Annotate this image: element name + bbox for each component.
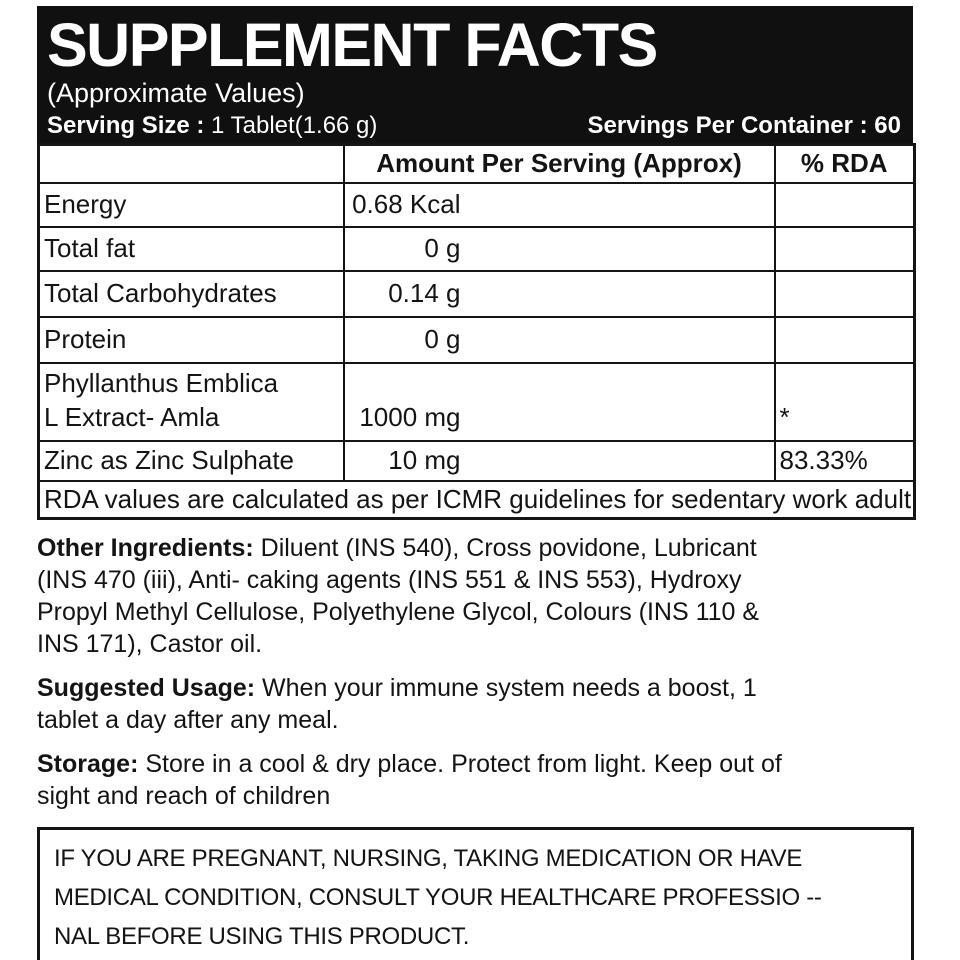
amount-column-header: Amount Per Serving (Approx) <box>342 143 776 184</box>
table-row-amla-extract: Phyllanthus Emblica L Extract- Amla 1000 … <box>37 361 916 442</box>
table-row-total-fat: Total fat 0 g <box>37 225 916 272</box>
amount-value: 0.68 Kcal <box>352 189 461 219</box>
table-row-protein: Protein 0 g <box>37 315 916 364</box>
suggested-usage-text: When your immune system needs a boost, 1… <box>37 674 757 734</box>
suggested-usage-label: Suggested Usage: <box>37 674 256 702</box>
amount-value: 0 g <box>424 233 461 263</box>
page-title: SUPPLEMENT FACTS <box>47 11 658 79</box>
rda-column-header: % RDA <box>773 143 916 184</box>
amount-value: 0.14 g <box>388 278 461 308</box>
table-row-zinc: Zinc as Zinc Sulphate 10 mg 83.33% <box>37 439 916 482</box>
amount-value: 1000 mg <box>359 401 461 432</box>
table-footnote-row: RDA values are calculated as per ICMR gu… <box>37 479 916 520</box>
serving-size-value: 1 Tablet(1.66 g) <box>204 112 378 139</box>
nutrient-name: Energy <box>37 181 345 228</box>
storage-paragraph: Storage: Store in a cool & dry place. Pr… <box>37 748 917 812</box>
rda-footnote: RDA values are calculated as per ICMR gu… <box>37 479 916 520</box>
rda-value <box>773 181 916 228</box>
servings-per-container: Servings Per Container : 60 <box>587 112 901 139</box>
serving-info-row: Serving Size : 1 Tablet(1.66 g) Servings… <box>47 110 901 142</box>
storage-label: Storage: <box>37 750 139 778</box>
amount-cell: 0.68 Kcal <box>342 181 776 228</box>
rda-value <box>773 225 916 272</box>
other-ingredients-paragraph: Other Ingredients: Diluent (INS 540), Cr… <box>37 532 917 660</box>
other-ingredients-text: Diluent (INS 540), Cross povidone, Lubri… <box>37 534 760 658</box>
rda-value: * <box>773 361 916 442</box>
nutrient-name: Total fat <box>37 225 345 272</box>
other-ingredients-label: Other Ingredients: <box>37 534 254 562</box>
amount-cell: 0 g <box>342 225 776 272</box>
nutrient-name: Phyllanthus Emblica L Extract- Amla <box>37 361 345 442</box>
amount-value: 0 g <box>424 324 461 354</box>
nutrient-name: Total Carbohydrates <box>37 269 345 318</box>
approximate-values-subtitle: (Approximate Values) <box>47 78 305 108</box>
suggested-usage-paragraph: Suggested Usage: When your immune system… <box>37 672 917 736</box>
rda-value: 83.33% <box>773 439 916 482</box>
amount-cell: 0 g <box>342 315 776 364</box>
amount-cell: 1000 mg <box>342 361 776 442</box>
rda-value <box>773 269 916 318</box>
storage-text: Store in a cool & dry place. Protect fro… <box>37 750 782 810</box>
amount-value: 10 mg <box>388 445 461 475</box>
pregnancy-warning-box: IF YOU ARE PREGNANT, NURSING, TAKING MED… <box>37 827 914 960</box>
label-header: SUPPLEMENT FACTS (Approximate Values) Se… <box>37 6 913 143</box>
table-row-total-carbohydrates: Total Carbohydrates 0.14 g <box>37 269 916 318</box>
label-body: Other Ingredients: Diluent (INS 540), Cr… <box>37 532 917 812</box>
nutrient-name: Zinc as Zinc Sulphate <box>37 439 345 482</box>
amount-cell: 0.14 g <box>342 269 776 318</box>
serving-size: Serving Size : 1 Tablet(1.66 g) <box>47 110 377 142</box>
table-row-energy: Energy 0.68 Kcal <box>37 181 916 228</box>
table-header-row: Amount Per Serving (Approx) % RDA <box>37 143 916 184</box>
pregnancy-warning-text: IF YOU ARE PREGNANT, NURSING, TAKING MED… <box>54 845 822 950</box>
nutrient-column-header <box>37 143 345 184</box>
rda-value <box>773 315 916 364</box>
amount-cell: 10 mg <box>342 439 776 482</box>
serving-size-label: Serving Size : <box>47 112 205 139</box>
nutrient-name: Protein <box>37 315 345 364</box>
nutrition-facts-table: Amount Per Serving (Approx) % RDA Energy… <box>37 143 916 520</box>
